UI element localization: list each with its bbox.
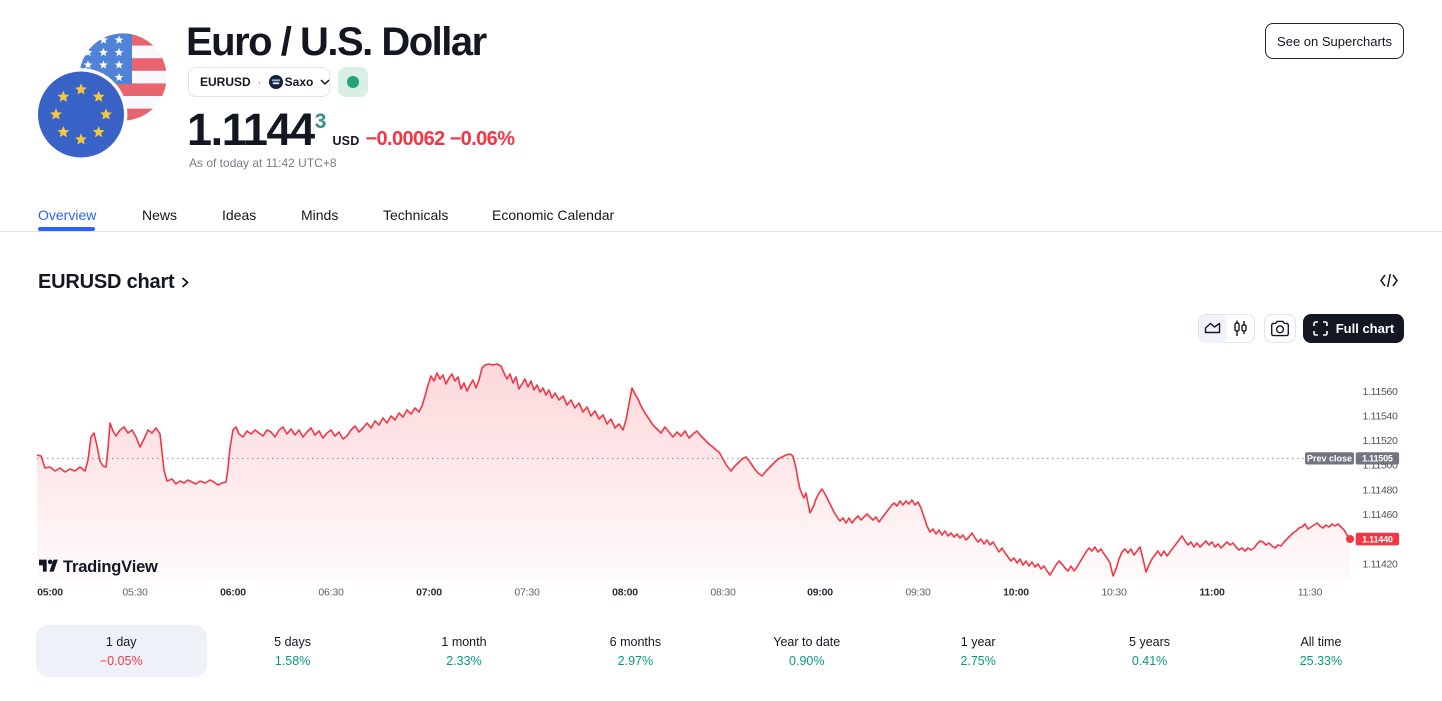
svg-text:10:30: 10:30 [1101, 587, 1127, 599]
svg-text:07:30: 07:30 [514, 587, 540, 599]
svg-text:TradingView: TradingView [63, 558, 158, 576]
svg-text:1.11420: 1.11420 [1363, 558, 1399, 570]
svg-text:1.11540: 1.11540 [1363, 410, 1399, 422]
svg-text:1.11480: 1.11480 [1363, 484, 1399, 496]
svg-text:11:00: 11:00 [1199, 587, 1225, 599]
svg-text:05:30: 05:30 [122, 587, 148, 599]
svg-text:06:30: 06:30 [318, 587, 344, 599]
svg-text:09:00: 09:00 [807, 587, 833, 599]
svg-text:10:00: 10:00 [1003, 587, 1029, 599]
svg-text:1.11505: 1.11505 [1362, 454, 1393, 464]
svg-text:1.11520: 1.11520 [1363, 435, 1399, 447]
svg-text:11:30: 11:30 [1298, 587, 1323, 599]
svg-text:Prev close: Prev close [1307, 454, 1352, 464]
svg-text:08:00: 08:00 [612, 587, 638, 599]
svg-text:1.11560: 1.11560 [1363, 386, 1399, 398]
svg-text:1.11440: 1.11440 [1362, 534, 1393, 544]
svg-text:05:00: 05:00 [37, 587, 63, 599]
svg-text:09:30: 09:30 [905, 587, 931, 599]
svg-text:1.11460: 1.11460 [1363, 509, 1399, 521]
svg-text:08:30: 08:30 [710, 587, 736, 599]
svg-text:06:00: 06:00 [220, 587, 246, 599]
svg-text:07:00: 07:00 [416, 587, 442, 599]
